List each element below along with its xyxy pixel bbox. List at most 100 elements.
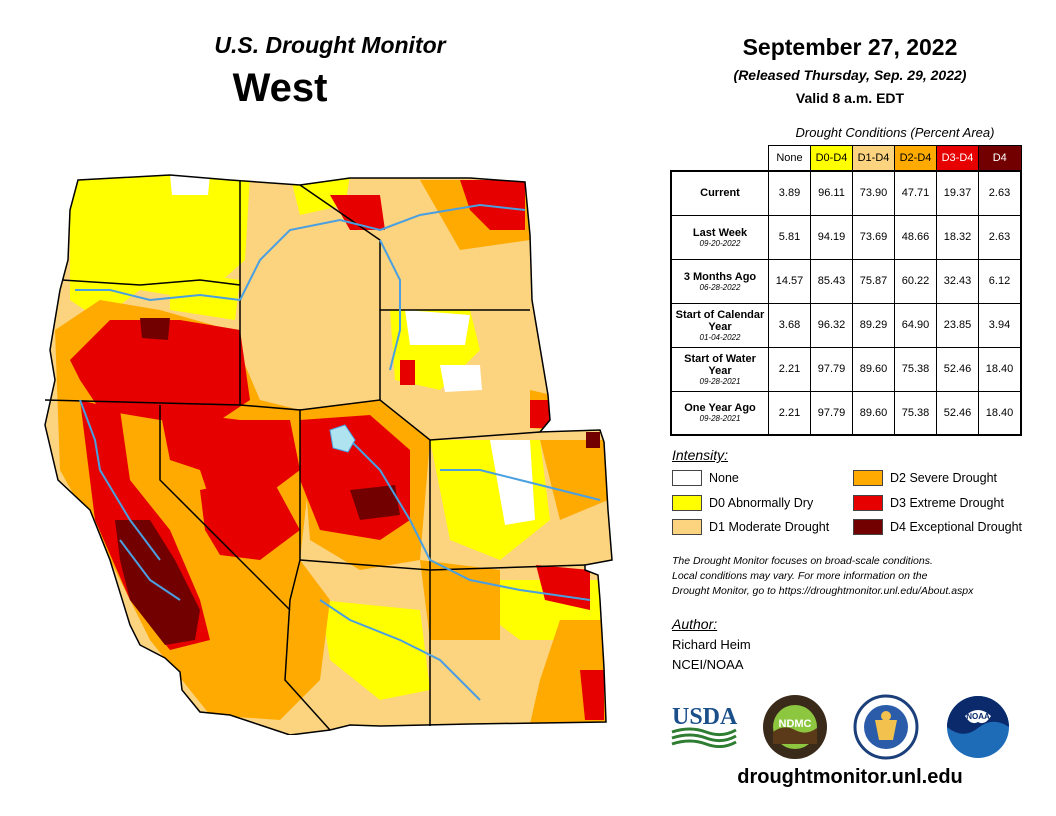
d3-montana-east bbox=[460, 180, 525, 230]
table-cell: 89.60 bbox=[852, 390, 895, 436]
legend-label: D2 Severe Drought bbox=[890, 471, 998, 485]
table-cell: 3.89 bbox=[768, 170, 811, 216]
col-header: D3-D4 bbox=[936, 145, 979, 172]
table-cell: 19.37 bbox=[936, 170, 979, 216]
row-date: 09-28-2021 bbox=[699, 414, 741, 424]
d3-montana-west bbox=[330, 195, 385, 230]
note-line: Drought Monitor, go to https://droughtmo… bbox=[672, 585, 974, 597]
legend-swatch bbox=[853, 519, 883, 535]
drought-conditions-table: None D0-D4 D1-D4 D2-D4 D3-D4 D4 Current 3… bbox=[670, 145, 1022, 436]
legend-swatch bbox=[853, 470, 883, 486]
map-date: September 27, 2022 bbox=[742, 34, 958, 60]
d3-wyoming-sw bbox=[400, 360, 415, 385]
usda-logo-text: USDA bbox=[672, 704, 738, 730]
row-label: One Year Ago 09-28-2021 bbox=[670, 390, 769, 436]
table-cell: 3.68 bbox=[768, 302, 811, 348]
table-cell: 47.71 bbox=[894, 170, 937, 216]
region-title: West bbox=[232, 66, 328, 110]
site-url[interactable]: droughtmonitor.unl.edu bbox=[737, 766, 963, 788]
col-header: D0-D4 bbox=[810, 145, 853, 172]
table-cell: 75.87 bbox=[852, 258, 895, 304]
legend-swatch bbox=[672, 495, 702, 511]
drought-areas bbox=[45, 175, 612, 735]
table-cell: 2.21 bbox=[768, 390, 811, 436]
row-label: Start of Water Year 09-28-2021 bbox=[670, 346, 769, 392]
note-line: Local conditions may vary. For more info… bbox=[672, 570, 928, 582]
legend-label: None bbox=[709, 471, 739, 485]
table-cell: 2.21 bbox=[768, 346, 811, 392]
d3-newmexico-se bbox=[580, 670, 604, 720]
table-cell: 52.46 bbox=[936, 346, 979, 392]
release-date: (Released Thursday, Sep. 29, 2022) bbox=[733, 67, 967, 83]
legend-item-d4: D4 Exceptional Drought bbox=[853, 519, 1022, 535]
legend-item-d0: D0 Abnormally Dry bbox=[672, 495, 813, 511]
legend-label: D3 Extreme Drought bbox=[890, 496, 1004, 510]
d2-newmexico bbox=[420, 560, 500, 640]
table-cell: 48.66 bbox=[894, 214, 937, 260]
table-cell: 23.85 bbox=[936, 302, 979, 348]
table-cell: 75.38 bbox=[894, 346, 937, 392]
table-cell: 73.90 bbox=[852, 170, 895, 216]
d4-california bbox=[115, 520, 200, 645]
disclaimer-note: The Drought Monitor focuses on broad-sca… bbox=[672, 554, 1042, 599]
author-heading: Author: bbox=[672, 616, 718, 632]
legend-label: D0 Abnormally Dry bbox=[709, 496, 814, 510]
author-org: NCEI/NOAA bbox=[672, 657, 744, 672]
row-label-text: Last Week bbox=[692, 226, 748, 239]
row-label: Start of Calendar Year 01-04-2022 bbox=[670, 302, 769, 348]
table-cell: 18.40 bbox=[978, 346, 1022, 392]
table-row: Last Week 09-20-2022 5.81 94.19 73.69 48.66 18… bbox=[670, 214, 1022, 260]
table-cell: 94.19 bbox=[810, 214, 853, 260]
legend-label: D4 Exceptional Drought bbox=[890, 520, 1023, 534]
d0-arizona-east bbox=[320, 600, 430, 700]
d4-colorado-ne bbox=[586, 432, 600, 448]
table-cell: 2.63 bbox=[978, 170, 1022, 216]
table-cell: 14.57 bbox=[768, 258, 811, 304]
row-label: Current bbox=[670, 170, 769, 216]
table-row: Start of Calendar Year 01-04-2022 3.68 96.3… bbox=[670, 302, 1022, 348]
noaa-logo: NOAA bbox=[947, 696, 1009, 758]
drought-map bbox=[44, 174, 613, 735]
d3-wyoming-se bbox=[530, 400, 550, 428]
table-cell: 97.79 bbox=[810, 390, 853, 436]
row-label-text: Start of Calendar Year bbox=[675, 308, 765, 333]
table-cell: 5.81 bbox=[768, 214, 811, 260]
legend-title: Intensity: bbox=[672, 447, 729, 463]
legend-swatch bbox=[672, 470, 702, 486]
table-cell: 64.90 bbox=[894, 302, 937, 348]
none-colorado bbox=[490, 440, 535, 525]
great-salt-lake bbox=[329, 424, 356, 453]
table-cell: 75.38 bbox=[894, 390, 937, 436]
table-cell: 3.94 bbox=[978, 302, 1022, 348]
table-cell: 60.22 bbox=[894, 258, 937, 304]
table-row: 3 Months Ago 06-28-2022 14.57 85.43 75.87 60.… bbox=[670, 258, 1022, 304]
table-corner bbox=[671, 146, 769, 172]
table-cell: 97.79 bbox=[810, 346, 853, 392]
note-line: The Drought Monitor focuses on broad-sca… bbox=[672, 555, 933, 567]
d4-oregon bbox=[140, 318, 170, 340]
table-cell: 18.32 bbox=[936, 214, 979, 260]
legend-item-d1: D1 Moderate Drought bbox=[672, 519, 829, 535]
col-header: None bbox=[768, 145, 811, 172]
legend-item-d2: D2 Severe Drought bbox=[853, 470, 997, 486]
legend-swatch bbox=[853, 495, 883, 511]
table-cell: 89.60 bbox=[852, 346, 895, 392]
ndmc-logo: NDMC bbox=[763, 695, 827, 759]
row-label-text: Current bbox=[700, 187, 740, 200]
rivers bbox=[75, 203, 601, 701]
doc-seal-logo bbox=[853, 694, 919, 760]
d2-co-ne bbox=[540, 440, 608, 520]
none-northern bbox=[170, 175, 210, 195]
row-label-text: Start of Water Year bbox=[684, 352, 756, 377]
row-label-text: 3 Months Ago bbox=[683, 270, 757, 283]
legend-item-d3: D3 Extreme Drought bbox=[853, 495, 1004, 511]
col-header: D1-D4 bbox=[852, 145, 895, 172]
none-wyoming-south bbox=[440, 365, 482, 392]
table-row: Start of Water Year 09-28-2021 2.21 97.79 89… bbox=[670, 346, 1022, 392]
row-label-text: One Year Ago bbox=[684, 402, 756, 415]
valid-time: Valid 8 a.m. EDT bbox=[795, 90, 905, 106]
legend-label: D1 Moderate Drought bbox=[709, 520, 830, 534]
noaa-logo-text: NOAA bbox=[966, 712, 990, 721]
row-date: 01-04-2022 bbox=[699, 332, 741, 342]
monitor-title: U.S. Drought Monitor bbox=[214, 32, 446, 58]
